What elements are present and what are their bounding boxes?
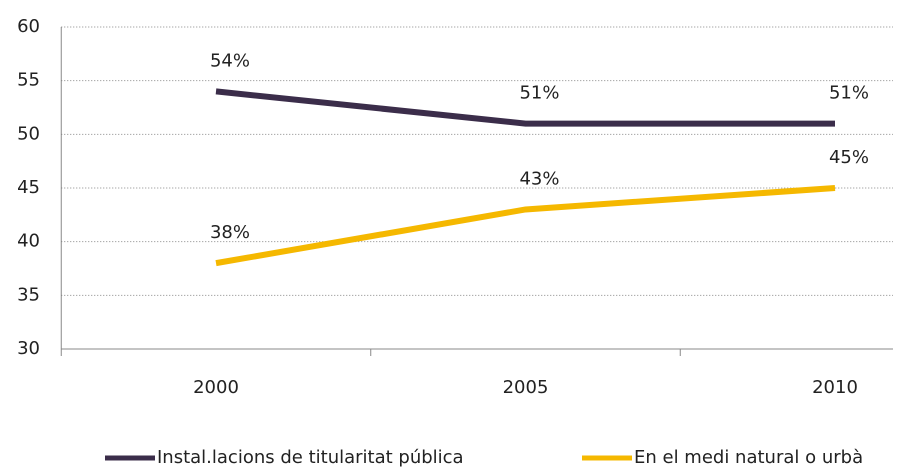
series-line (215, 88, 835, 127)
y-tick-label: 45 (17, 177, 40, 198)
y-tick-label: 50 (17, 123, 40, 144)
data-label: 43% (519, 168, 559, 189)
y-tick-label: 55 (17, 70, 40, 91)
data-label: 45% (829, 147, 869, 168)
data-label: 51% (519, 83, 559, 104)
legend-label: Instal.lacions de titularitat pública (157, 447, 464, 468)
y-tick-label: 40 (17, 231, 40, 252)
data-label: 54% (210, 50, 250, 71)
series-line (215, 185, 836, 267)
x-tick-label: 2000 (193, 377, 239, 398)
y-tick-label: 60 (17, 16, 40, 37)
x-tick-label: 2010 (812, 377, 858, 398)
y-tick-label: 30 (17, 338, 40, 359)
data-label: 38% (210, 222, 250, 243)
data-label: 51% (829, 83, 869, 104)
y-tick-label: 35 (17, 284, 40, 305)
x-tick-label: 2005 (503, 377, 549, 398)
legend-label: En el medi natural o urbà (634, 447, 863, 468)
